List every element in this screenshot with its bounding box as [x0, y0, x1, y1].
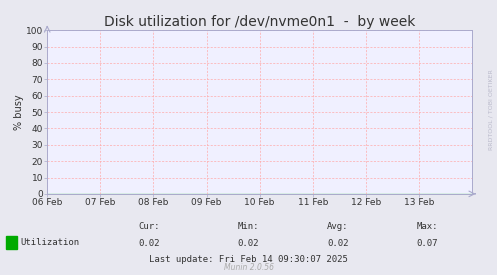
Text: Utilization: Utilization [21, 238, 80, 247]
Text: RRDTOOL / TOBI OETIKER: RRDTOOL / TOBI OETIKER [489, 70, 494, 150]
Text: 0.02: 0.02 [238, 239, 259, 248]
Text: Min:: Min: [238, 222, 259, 231]
Text: 0.02: 0.02 [327, 239, 349, 248]
Text: Cur:: Cur: [138, 222, 160, 231]
Y-axis label: % busy: % busy [14, 94, 24, 130]
Text: 0.07: 0.07 [416, 239, 438, 248]
Text: 0.02: 0.02 [138, 239, 160, 248]
Text: Munin 2.0.56: Munin 2.0.56 [224, 263, 273, 272]
Title: Disk utilization for /dev/nvme0n1  -  by week: Disk utilization for /dev/nvme0n1 - by w… [104, 15, 415, 29]
Text: Avg:: Avg: [327, 222, 349, 231]
Text: Max:: Max: [416, 222, 438, 231]
Text: Last update: Fri Feb 14 09:30:07 2025: Last update: Fri Feb 14 09:30:07 2025 [149, 255, 348, 264]
